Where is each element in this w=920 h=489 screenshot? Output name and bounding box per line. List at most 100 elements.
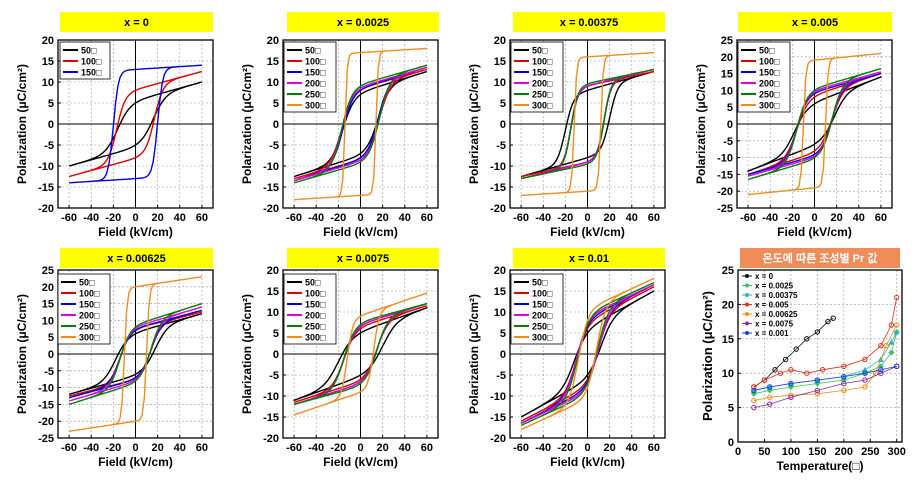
chart-title: x = 0.01 <box>569 253 609 265</box>
data-point <box>893 328 900 335</box>
legend-label: 50□ <box>532 46 548 56</box>
y-tick-label: 15 <box>42 299 54 311</box>
chart-title: 온도에 따른 조성별 Pr 값 <box>763 251 878 265</box>
data-point <box>878 342 884 349</box>
x-tick-label: -40 <box>83 212 99 224</box>
legend-label: 200□ <box>305 79 326 89</box>
series-line-6 <box>68 276 203 432</box>
legend-marker <box>745 293 749 297</box>
x-tick-label: -20 <box>557 212 573 224</box>
y-axis-label: Polarization (μC/cm²) <box>15 294 29 414</box>
y-tick-label: -15 <box>490 412 506 424</box>
y-tick-label: 20 <box>494 265 506 277</box>
legend-label: 50□ <box>79 278 95 288</box>
data-point <box>814 387 821 394</box>
data-point <box>788 367 794 373</box>
x-tick-label: -20 <box>557 442 573 454</box>
x-tick-label: 0 <box>735 446 741 458</box>
data-point <box>841 387 847 394</box>
data-point <box>883 342 889 349</box>
series-line-5 <box>747 67 882 181</box>
legend-label: 150□ <box>79 300 100 310</box>
x-axis-label: Field (kV/cm) <box>323 225 398 239</box>
legend-label: 100□ <box>305 57 326 67</box>
x-tick-label: -40 <box>535 442 551 454</box>
x-tick-label: 20 <box>152 442 164 454</box>
legend-marker <box>745 312 749 316</box>
data-point <box>841 373 847 380</box>
x-tick-label: -60 <box>740 212 756 224</box>
y-tick-label: -15 <box>263 412 279 424</box>
legend-label: x = 0.0075 <box>755 320 794 329</box>
gridlines <box>738 270 902 442</box>
legend-label: 200□ <box>305 311 326 321</box>
x-tick-label: 0 <box>811 212 817 224</box>
x-tick-label: 50 <box>758 446 770 458</box>
y-tick-label: -15 <box>263 182 279 194</box>
y-tick-label: -5 <box>269 140 279 152</box>
legend-label: 50□ <box>305 278 321 288</box>
data-point <box>751 404 757 411</box>
title-box <box>287 248 439 268</box>
legend-box <box>57 273 111 345</box>
y-tick-label: 25 <box>722 265 734 277</box>
series-line-2 <box>520 286 655 422</box>
x-tick-label: -40 <box>308 212 324 224</box>
y-tick-label: -25 <box>38 433 54 445</box>
y-tick-label: -20 <box>490 203 506 215</box>
title-box <box>60 248 213 268</box>
legend: 50□100□150□200□250□300□ <box>283 273 337 345</box>
y-tick-label: 0 <box>500 119 506 131</box>
x-tick-label: -60 <box>286 212 302 224</box>
legend-label: 50□ <box>532 278 548 288</box>
legend-label: x = 0.0025 <box>755 282 794 291</box>
legend-label: x = 0.001 <box>755 329 789 338</box>
legend-label: 150□ <box>305 300 326 310</box>
series-line-1 <box>68 313 203 395</box>
y-tick-label: 10 <box>42 315 54 327</box>
y-tick-label: 15 <box>494 286 506 298</box>
y-tick-label: -15 <box>490 182 506 194</box>
series-line-1 <box>68 81 203 167</box>
x-tick-label: 0 <box>584 442 590 454</box>
title-box <box>60 12 213 32</box>
series-line-4 <box>520 284 655 424</box>
legend-box <box>737 41 791 113</box>
x-tick-label: -20 <box>105 212 121 224</box>
data-point <box>804 336 810 342</box>
legend-label: 200□ <box>532 311 553 321</box>
y-tick-label: 10 <box>494 307 506 319</box>
legend-label: 250□ <box>532 90 553 100</box>
legend-label: 150□ <box>532 68 553 78</box>
x-tick-label: 40 <box>853 212 865 224</box>
legend: 50□100□150□200□250□300□ <box>57 273 111 345</box>
legend: 50□100□150□200□250□300□ <box>283 41 337 113</box>
y-tick-label: -10 <box>263 391 279 403</box>
y-tick-label: 0 <box>727 119 733 131</box>
y-axis-label: Polarization (μC/cm²) <box>467 294 481 414</box>
y-tick-label: 20 <box>494 35 506 47</box>
x-tick-label: 0 <box>132 442 138 454</box>
x-tick-label: 0 <box>584 212 590 224</box>
chart-panel-4: x = 0.005 -60 -40 -20 0 20 40 60 -25 -20 -15 -10 -5 0… <box>694 12 893 239</box>
series-line-1 <box>753 317 834 388</box>
series-line-6 <box>748 52 881 196</box>
x-tick-label: -20 <box>105 442 121 454</box>
y-tick-label: 5 <box>500 98 506 110</box>
data-point <box>894 322 900 328</box>
x-tick-label: 0 <box>357 442 363 454</box>
data-point <box>878 370 884 376</box>
title-box <box>287 12 439 32</box>
y-tick-label: 15 <box>42 56 54 68</box>
data-point <box>862 370 868 376</box>
y-tick-label: 5 <box>500 328 506 340</box>
data-point <box>841 380 847 387</box>
legend-label: 100□ <box>81 57 102 67</box>
y-tick-label: 20 <box>267 35 279 47</box>
x-tick-label: -60 <box>61 442 77 454</box>
y-tick-label: -5 <box>496 140 506 152</box>
legend-label: x = 0.00375 <box>755 291 798 300</box>
y-tick-label: 20 <box>267 265 279 277</box>
y-tick-label: -20 <box>263 203 279 215</box>
chart-panel-3: x = 0.00375-60 -40 -20 0 20 40 60-20-15-10-505… <box>467 12 666 239</box>
